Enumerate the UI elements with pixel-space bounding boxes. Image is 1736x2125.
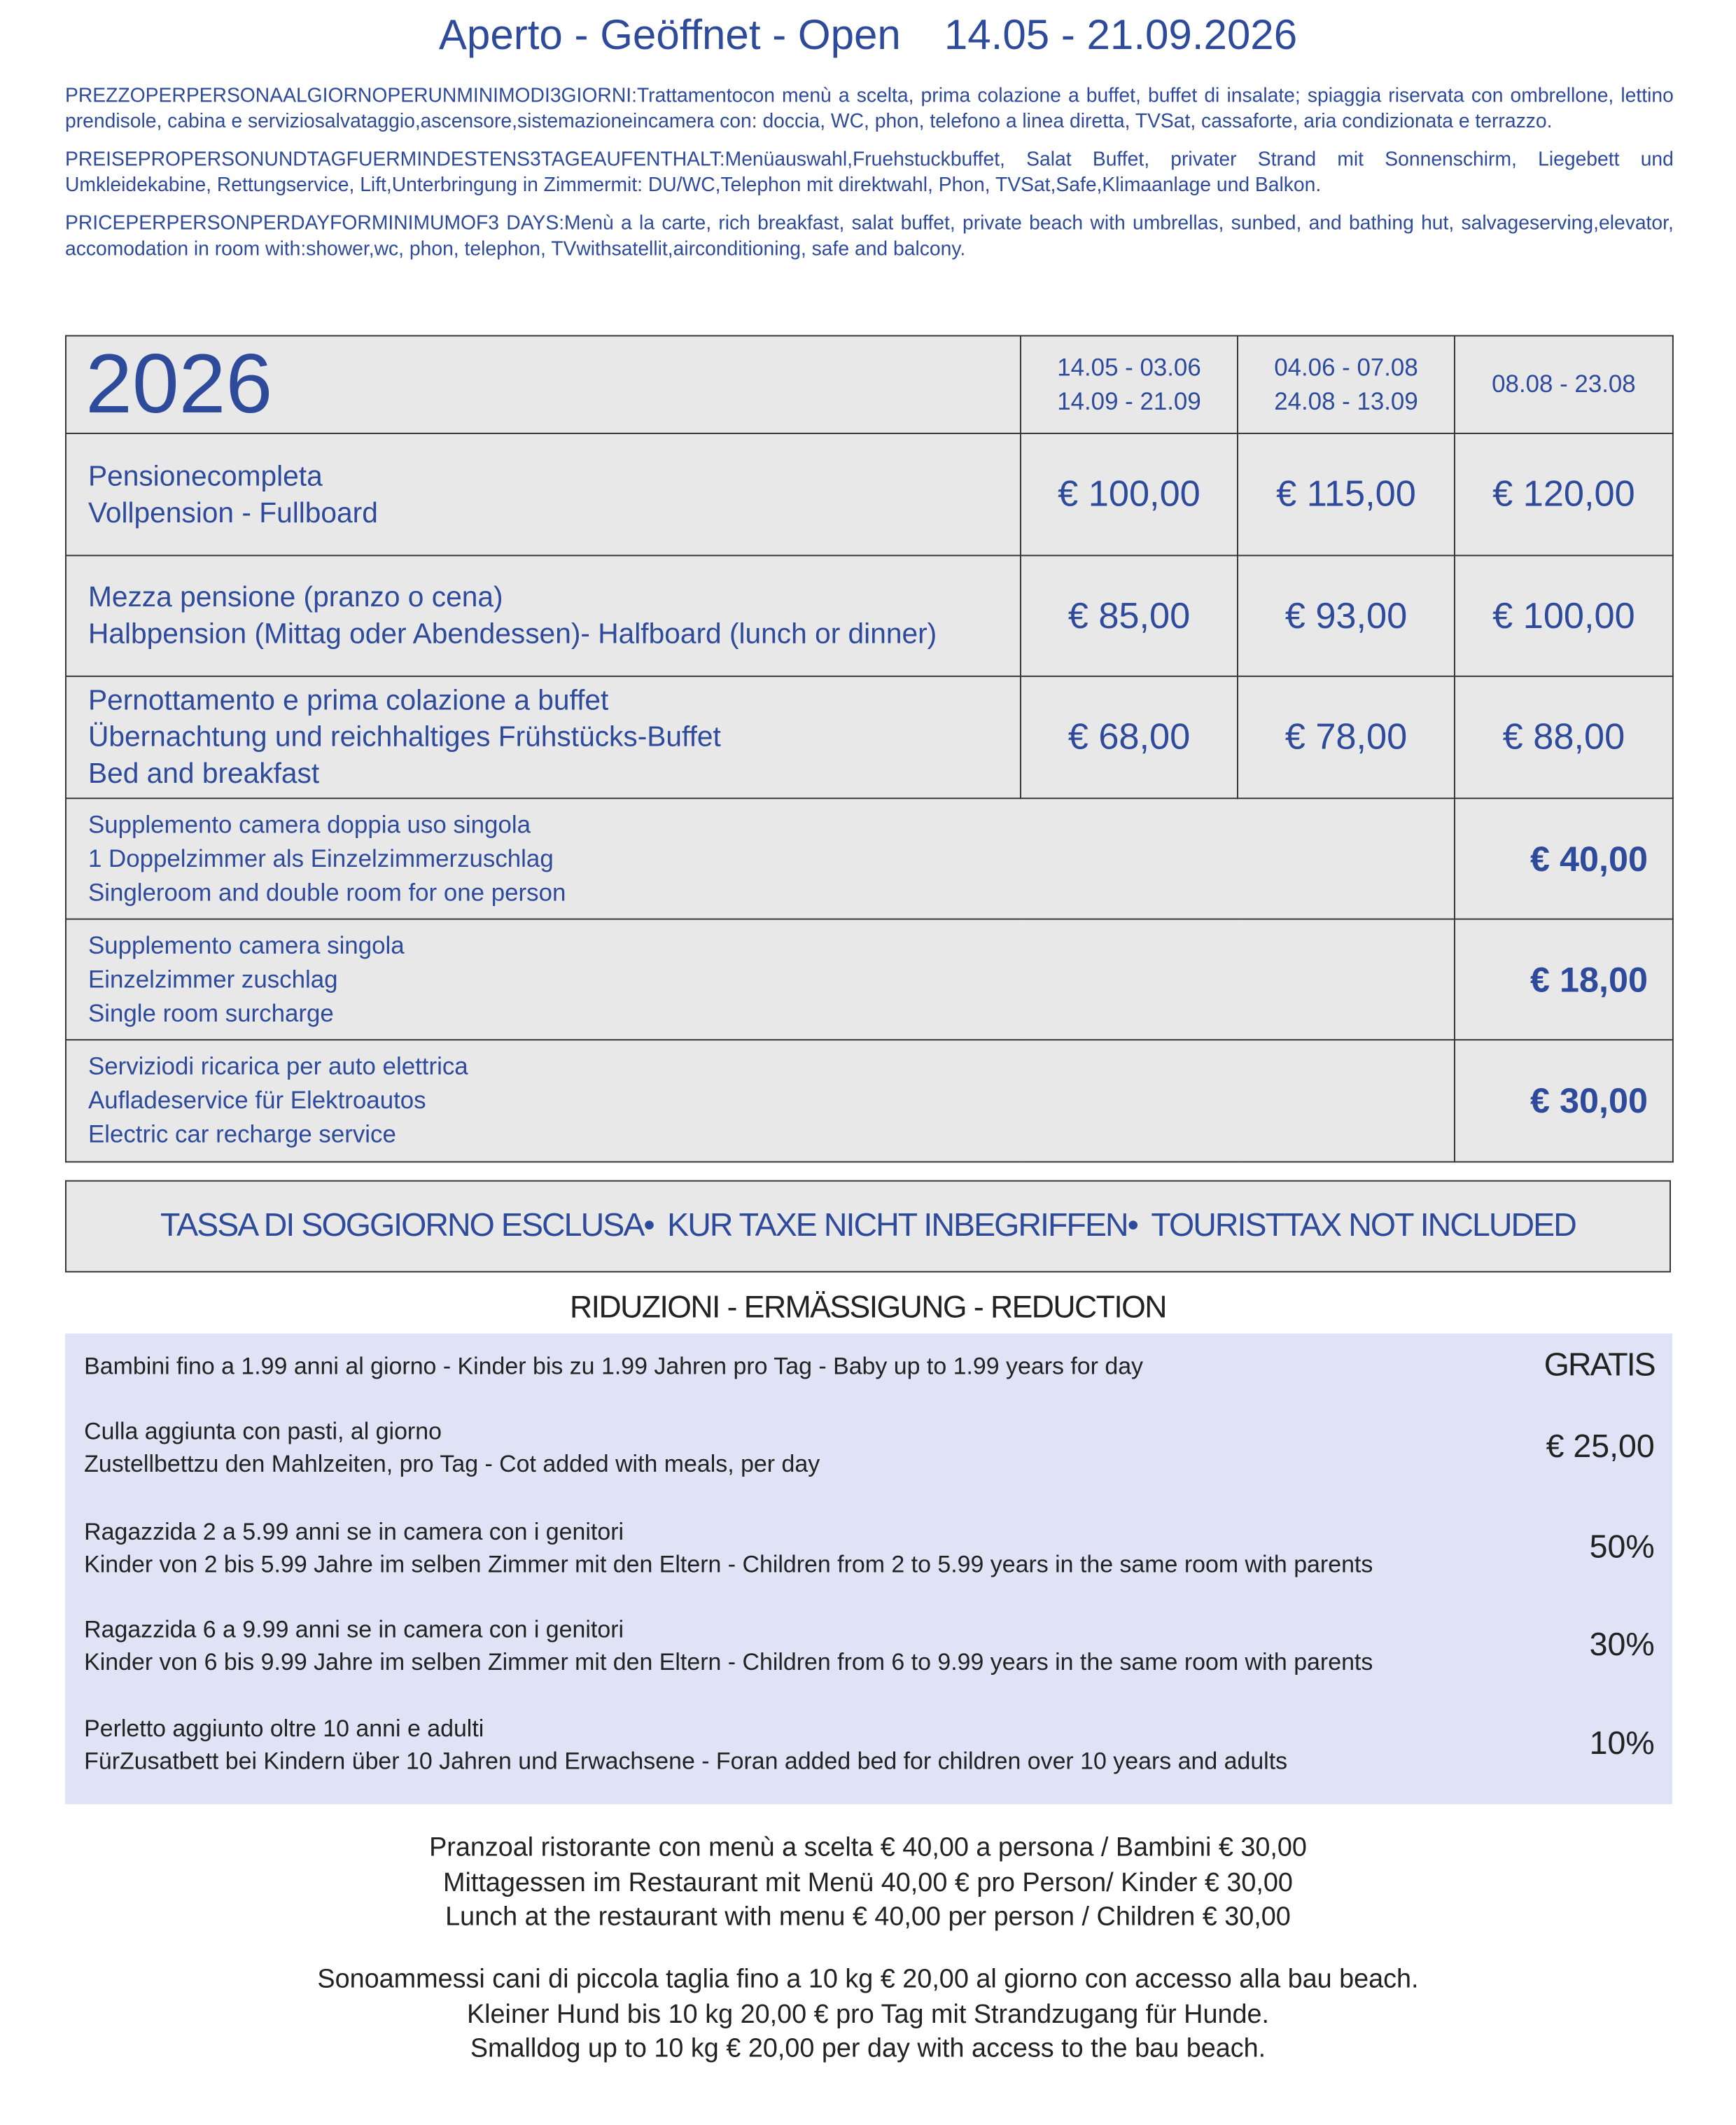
price-table: 2026 14.05 - 03.06 14.09 - 21.09 04.06 - 07… <box>65 335 1674 1163</box>
board-type: Pensionecompleta Vollpension - Fullboard <box>65 433 1021 557</box>
supplement-line: Supplemento camera doppia uso singola <box>88 810 531 838</box>
tax-text: TASSA DI SOGGIORNO ESCLUSA• <box>160 1207 655 1244</box>
reduction-item: Perletto aggiunto oltre 10 anni e adulti… <box>84 1712 1655 1777</box>
supplement-price: € 18,00 <box>1454 918 1674 1041</box>
board-line: Pensionecompleta <box>88 460 323 492</box>
price: € 88,00 <box>1454 675 1674 800</box>
lunch-line: Pranzoal ristorante con menù a scelta € … <box>429 1832 1307 1863</box>
price: € 120,00 <box>1454 433 1674 557</box>
supplement-row: Supplemento camera doppia uso singola 1 D… <box>65 797 1674 920</box>
reduction-line: FürZusatbett bei Kindern über 10 Jahren … <box>84 1747 1288 1775</box>
intro: PREZZOPERPERSONAALGIORNOPERUNMINIMODI3GI… <box>65 84 1674 275</box>
price: € 100,00 <box>1020 433 1238 557</box>
period-dates: 04.06 - 07.08 <box>1274 353 1418 381</box>
reduction-text: Ragazzida 2 a 5.99 anni se in camera con… <box>84 1515 1655 1580</box>
reduction-line: Ragazzida 2 a 5.99 anni se in camera con… <box>84 1518 624 1545</box>
intro-paragraph: PRICEPERPERSONPERDAYFORMINIMUMOF3 DAYS:M… <box>65 213 1674 260</box>
dogs-line: Kleiner Hund bis 10 kg 20,00 € pro Tag m… <box>466 1998 1270 2029</box>
reductions-title: RIDUZIONI - ERMÄSSIGUNG - REDUCTION <box>570 1288 1167 1324</box>
supplement-line: Electric car recharge service <box>88 1120 396 1148</box>
supplement-line: Singleroom and double room for one perso… <box>88 878 566 906</box>
period: 04.06 - 07.08 24.08 - 13.09 <box>1237 335 1455 434</box>
board-line: Bed and breakfast <box>88 758 320 790</box>
board-line: Mezza pensione (pranzo o cena) <box>88 582 503 613</box>
board-row: Pensionecompleta Vollpension - Fullboard €… <box>65 433 1674 557</box>
reduction-value: 50% <box>1589 1528 1655 1566</box>
period-dates: 14.09 - 21.09 <box>1057 387 1201 414</box>
board-row: Pernottamento e prima colazione a buffet… <box>65 675 1674 800</box>
reduction-line: Perletto aggiunto oltre 10 anni e adulti <box>84 1715 484 1742</box>
supplement-price: € 40,00 <box>1454 797 1674 920</box>
year: 2026 <box>65 335 1021 434</box>
price: € 78,00 <box>1237 675 1455 800</box>
lunch-line: Mittagessen im Restaurant mit Menü 40,00… <box>443 1867 1293 1897</box>
price: € 115,00 <box>1237 433 1455 557</box>
reduction-item: Ragazzida 2 a 5.99 anni se in camera con… <box>84 1515 1655 1580</box>
period-dates: 08.08 - 23.08 <box>1492 370 1636 398</box>
board-line: Pernottamento e prima colazione a buffet <box>88 685 609 716</box>
season-dates: 14.05 - 21.09.2026 <box>944 11 1298 59</box>
supplement-line: Aufladeservice für Elektroautos <box>88 1086 426 1114</box>
title: Aperto - Geöffnet - Open 14.05 - 21.09.20… <box>0 11 1736 60</box>
price: € 93,00 <box>1237 555 1455 677</box>
period: 08.08 - 23.08 <box>1454 335 1674 434</box>
board-line: Übernachtung und reichhaltiges Frühstück… <box>88 721 721 753</box>
reduction-line: Ragazzida 6 a 9.99 anni se in camera con… <box>84 1615 624 1643</box>
reduction-value: 10% <box>1589 1725 1655 1762</box>
period: 14.05 - 03.06 14.09 - 21.09 <box>1020 335 1238 434</box>
reduction-line: Bambini fino a 1.99 anni al giorno - Kin… <box>84 1352 1144 1380</box>
reduction-line: Kinder von 6 bis 9.99 Jahre im selben Zi… <box>84 1648 1373 1675</box>
dogs-line: Smalldog up to 10 kg € 20,00 per day wit… <box>470 2033 1266 2063</box>
supplement: Serviziodi ricarica per auto elettrica Au… <box>65 1039 1455 1163</box>
tax-text: TOURISTTAX NOT INCLUDED <box>1151 1207 1576 1244</box>
supplement: Supplemento camera doppia uso singola 1 D… <box>65 797 1455 920</box>
supplement-line: Single room surcharge <box>88 998 334 1026</box>
board-type: Mezza pensione (pranzo o cena) Halbpensio… <box>65 555 1021 677</box>
reduction-line: Culla aggiunta con pasti, al giorno <box>84 1417 442 1445</box>
tourist-tax: TASSA DI SOGGIORNO ESCLUSA• KUR TAXE NICH… <box>65 1180 1671 1273</box>
supplement-line: Supplemento camera singola <box>88 931 405 959</box>
reduction-item: Ragazzida 6 a 9.99 anni se in camera con… <box>84 1613 1655 1678</box>
period-dates: 24.08 - 13.09 <box>1274 387 1418 414</box>
lunch-info: Pranzoal ristorante con menù a scelta € … <box>0 1832 1736 1935</box>
reduction-text: Culla aggiunta con pasti, al giorno Zuste… <box>84 1415 1655 1480</box>
reduction-line: Zustellbettzu den Mahlzeiten, pro Tag - … <box>84 1450 820 1477</box>
board-line: Halbpension (Mittag oder Abendessen)- Ha… <box>88 618 937 650</box>
reduction-text: Bambini fino a 1.99 anni al giorno - Kin… <box>84 1350 1655 1383</box>
supplement-line: Serviziodi ricarica per auto elettrica <box>88 1052 468 1080</box>
supplement-row: Supplemento camera singola Einzelzimmer z… <box>65 918 1674 1041</box>
price: € 85,00 <box>1020 555 1238 677</box>
reduction-item: Bambini fino a 1.99 anni al giorno - Kin… <box>84 1346 1656 1384</box>
supplement: Supplemento camera singola Einzelzimmer z… <box>65 918 1455 1041</box>
reductions: Bambini fino a 1.99 anni al giorno - Kin… <box>65 1333 1672 1804</box>
period-dates: 14.05 - 03.06 <box>1057 353 1201 381</box>
intro-paragraph: PREZZOPERPERSONAALGIORNOPERUNMINIMODI3GI… <box>65 85 1674 133</box>
board-type: Pernottamento e prima colazione a buffet… <box>65 675 1021 800</box>
header-row: 2026 14.05 - 03.06 14.09 - 21.09 04.06 - 07… <box>65 335 1674 434</box>
reduction-text: Ragazzida 6 a 9.99 anni se in camera con… <box>84 1613 1655 1678</box>
price: € 68,00 <box>1020 675 1238 800</box>
dogs-line: Sonoammessi cani di piccola taglia fino … <box>317 1964 1419 1995</box>
board-row: Mezza pensione (pranzo o cena) Halbpensio… <box>65 555 1674 677</box>
supplement-row: Serviziodi ricarica per auto elettrica Au… <box>65 1039 1674 1163</box>
reduction-text: Perletto aggiunto oltre 10 anni e adulti… <box>84 1712 1655 1777</box>
lunch-line: Lunch at the restaurant with menu € 40,0… <box>445 1902 1291 1932</box>
supplement-line: Einzelzimmer zuschlag <box>88 965 338 993</box>
tax-text: KUR TAXE NICHT INBEGRIFFEN• <box>667 1207 1139 1244</box>
supplement-price: € 30,00 <box>1454 1039 1674 1163</box>
board-line: Vollpension - Fullboard <box>88 497 378 529</box>
reduction-item: Culla aggiunta con pasti, al giorno Zuste… <box>84 1415 1655 1480</box>
reduction-value: 30% <box>1589 1626 1655 1664</box>
intro-paragraph: PREISEPROPERSONUNDTAGFUERMINDESTENS3TAGE… <box>65 149 1674 197</box>
price: € 100,00 <box>1454 555 1674 677</box>
reduction-line: Kinder von 2 bis 5.99 Jahre im selben Zi… <box>84 1550 1373 1578</box>
reduction-value: € 25,00 <box>1546 1428 1655 1465</box>
reduction-value: GRATIS <box>1544 1346 1656 1384</box>
dogs-info: Sonoammessi cani di piccola taglia fino … <box>0 1963 1736 2067</box>
supplement-line: 1 Doppelzimmer als Einzelzimmerzuschlag <box>88 844 554 872</box>
title-text: Aperto - Geöffnet - Open <box>438 11 901 59</box>
